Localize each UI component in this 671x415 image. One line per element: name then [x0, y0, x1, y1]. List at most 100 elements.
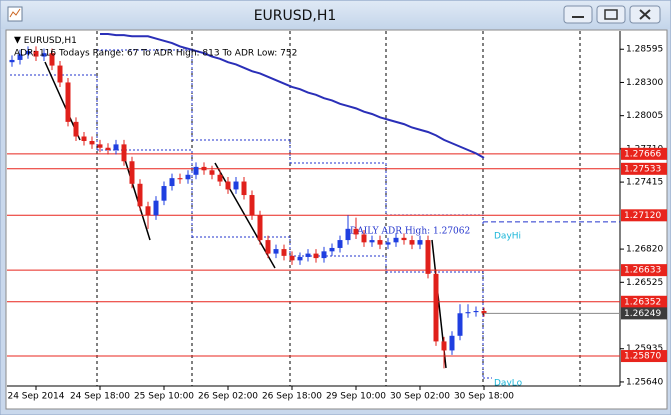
y-tick-label: 1.26820	[626, 245, 663, 255]
candle-body	[433, 273, 439, 342]
candle-body	[273, 249, 279, 254]
candle-body	[209, 170, 215, 175]
candle-body	[473, 311, 479, 313]
candle-body	[185, 174, 191, 180]
level-label: 1.27120	[624, 211, 661, 221]
candle-body	[241, 181, 247, 196]
title-bar	[1, 1, 670, 29]
level-label: 1.27533	[624, 164, 661, 174]
level-label: 1.26352	[624, 297, 661, 307]
candle-body	[177, 178, 183, 180]
y-tick-label: 1.27415	[626, 178, 663, 188]
candle-body	[81, 136, 87, 142]
candle-body	[113, 144, 119, 151]
level-label-box	[621, 147, 667, 160]
candle-body	[481, 311, 487, 314]
candle-body	[353, 228, 359, 235]
level-label-box	[621, 162, 667, 175]
candle-body	[33, 50, 39, 57]
candle-body	[105, 147, 111, 151]
chart-area	[5, 29, 668, 410]
candle-body	[393, 237, 399, 243]
candle-body	[145, 206, 151, 216]
candle-body	[201, 166, 207, 171]
y-tick-label: 1.26525	[626, 278, 663, 288]
candle-body	[193, 166, 199, 175]
current-price-box	[621, 307, 667, 320]
candle-body	[169, 178, 175, 187]
level-label-box	[621, 209, 667, 222]
symbol-label: ▼ EURUSD,H1	[14, 36, 77, 46]
candle-body	[9, 59, 15, 63]
window-title: EURUSD,H1	[254, 8, 337, 24]
window-buttons[interactable]	[563, 5, 661, 24]
level-label: 1.26633	[624, 266, 661, 276]
y-tick-label: 1.28300	[626, 78, 663, 88]
candle-body	[281, 249, 287, 256]
moving-average-line	[100, 33, 485, 159]
candle-body	[57, 65, 63, 83]
adr-high-label: DAILY ADR High: 1.27062	[350, 226, 470, 236]
candle-body	[121, 144, 127, 162]
candle-body	[401, 237, 407, 241]
candle-body	[73, 121, 79, 137]
candle-body	[41, 53, 47, 57]
day-lo-label: DayLo	[494, 379, 523, 389]
candle-body	[25, 50, 31, 55]
level-label-box	[621, 264, 667, 277]
x-tick-label: 26 Sep 02:00	[198, 392, 258, 402]
candle-body	[377, 240, 383, 245]
y-tick-label: 1.28005	[626, 111, 663, 121]
candle-body	[369, 240, 375, 243]
level-label: 1.27666	[624, 149, 661, 159]
candle-body	[409, 240, 415, 245]
candle-body	[441, 341, 447, 351]
day-separators	[96, 31, 581, 386]
candle-body	[89, 141, 95, 145]
day-hi-label: DayHi	[494, 231, 521, 241]
x-tick-label: 29 Sep 10:00	[326, 392, 386, 402]
level-label-box	[621, 350, 667, 363]
candle-body	[97, 144, 103, 148]
candle-body	[49, 53, 55, 66]
adr-info: ADR: 116 Todays Range: 67 To ADR High: 8…	[14, 49, 297, 59]
x-tick-label: 25 Sep 10:00	[134, 392, 194, 402]
candle-body	[265, 240, 271, 254]
candle-body	[329, 247, 335, 252]
symbol-text: EURUSD,H1	[24, 36, 77, 46]
x-tick-label: 30 Sep 02:00	[390, 392, 450, 402]
y-tick-label: 1.25640	[626, 377, 663, 387]
x-tick-label: 24 Sep 2014	[7, 392, 64, 402]
candle-body	[249, 195, 255, 216]
title-icon	[7, 6, 23, 22]
level-label: 1.25870	[624, 352, 661, 362]
candle-body	[361, 234, 367, 243]
candle-body	[457, 313, 463, 336]
candle-body	[65, 82, 71, 122]
x-tick-label: 24 Sep 18:00	[70, 392, 130, 402]
candle-body	[153, 200, 159, 216]
candle-body	[305, 253, 311, 257]
x-tick-label: 26 Sep 18:00	[262, 392, 322, 402]
candle-body	[449, 335, 455, 351]
plot-layer: DAILY ADR High: 1.27062 DayHi DayLo	[7, 33, 620, 389]
candle-body	[337, 240, 343, 248]
candle-body	[289, 255, 295, 261]
candle-body	[465, 312, 471, 314]
y-tick-label: 1.28595	[626, 45, 663, 55]
candle-body	[345, 228, 351, 241]
candle-body	[233, 181, 239, 190]
y-tick-label: 1.25935	[626, 344, 663, 354]
candle-body	[321, 251, 327, 259]
candle-body	[297, 256, 303, 261]
candle-body	[385, 242, 391, 245]
current-price-label: 1.26249	[624, 309, 661, 319]
candle-body	[425, 240, 431, 274]
candle-body	[17, 54, 23, 60]
x-tick-label: 30 Sep 18:00	[454, 392, 514, 402]
candle-body	[217, 174, 223, 182]
candle-body	[129, 161, 135, 184]
candle-body	[257, 215, 263, 241]
level-label-box	[621, 295, 667, 308]
